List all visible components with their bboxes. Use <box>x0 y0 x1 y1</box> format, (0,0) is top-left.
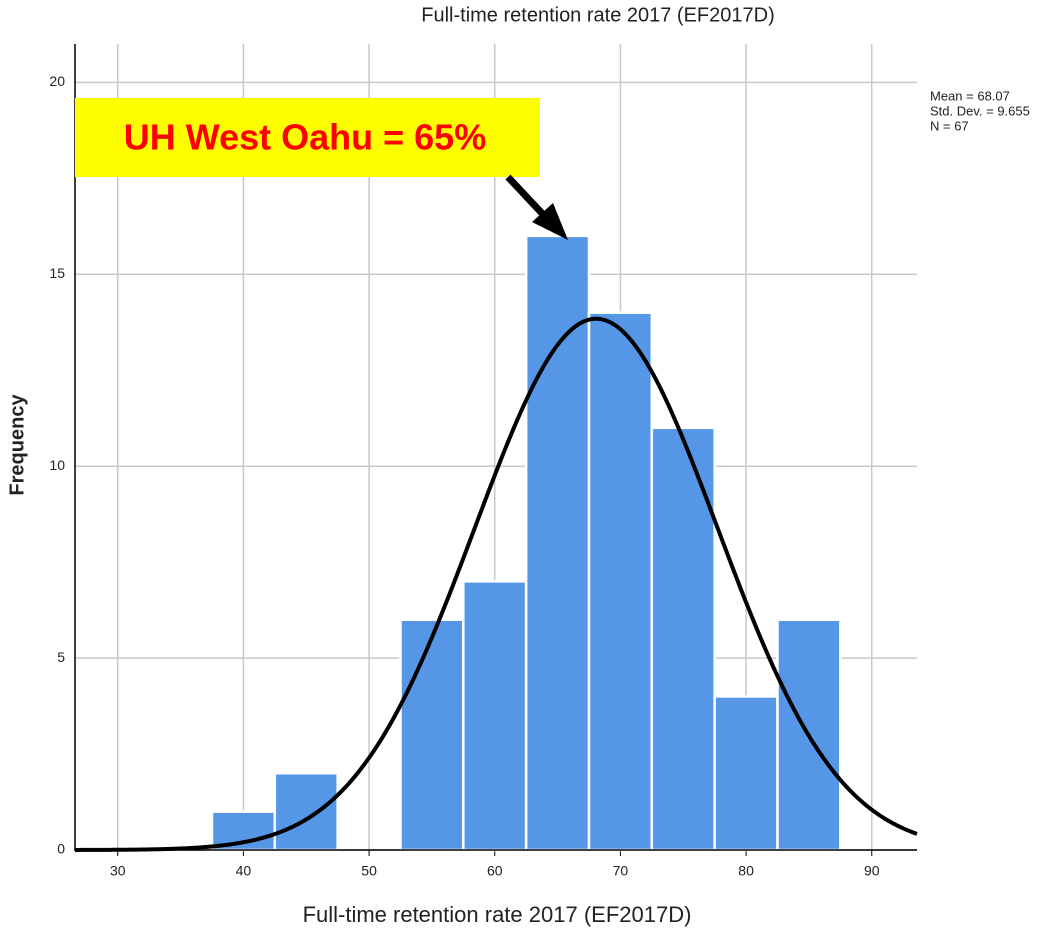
x-tick-label: 50 <box>361 863 377 879</box>
x-tick-label: 60 <box>487 863 503 879</box>
bar <box>713 695 779 852</box>
x-tick-label: 80 <box>738 863 754 879</box>
y-tick-label: 5 <box>57 649 65 665</box>
bar <box>524 234 591 852</box>
normal-curve-layer <box>74 316 918 852</box>
arrow-head <box>532 203 568 240</box>
chart-title: Full-time retention rate 2017 (EF2017D) <box>421 4 775 26</box>
bars <box>210 234 842 852</box>
stat-label: Mean = 68.07 <box>930 88 1010 103</box>
x-tick-label: 90 <box>864 863 880 879</box>
y-tick-label: 20 <box>49 73 65 89</box>
y-tick-label: 10 <box>49 457 65 473</box>
x-tick-label: 70 <box>613 863 629 879</box>
x-tick-label: 40 <box>236 863 252 879</box>
y-tick-label: 15 <box>49 265 65 281</box>
bar <box>399 618 465 852</box>
bar <box>273 771 339 852</box>
annotation: UH West Oahu = 65% <box>124 117 486 158</box>
x-axis-label: Full-time retention rate 2017 (EF2017D) <box>303 902 692 927</box>
y-axis-label: Frequency <box>6 394 28 496</box>
stat-label: N = 67 <box>930 118 969 133</box>
bar <box>776 618 842 852</box>
bar <box>587 311 654 852</box>
annotation-box <box>75 98 540 177</box>
normal-curve <box>74 316 918 852</box>
x-tick-label: 30 <box>110 863 126 879</box>
stat-label: Std. Dev. = 9.655 <box>930 103 1030 118</box>
y-tick-label: 0 <box>57 841 65 857</box>
bar <box>462 580 528 852</box>
